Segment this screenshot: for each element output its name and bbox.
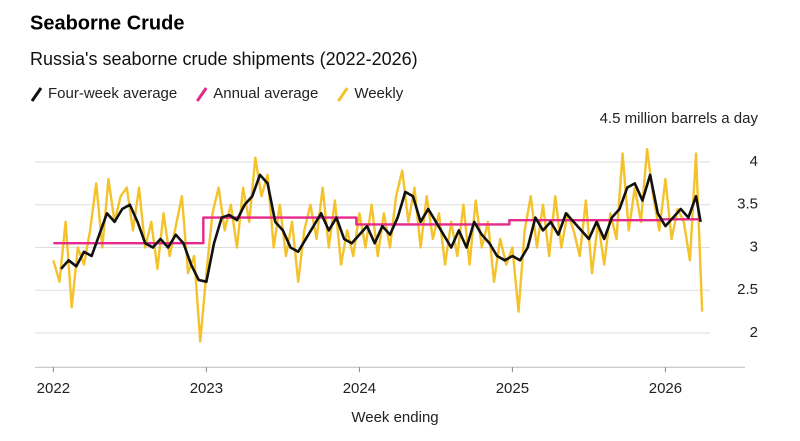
x-tick-label: 2022 (37, 380, 70, 397)
legend-label: Annual average (213, 85, 318, 102)
series-line (52, 147, 704, 343)
x-tick-label: 2026 (649, 380, 682, 397)
legend-label: Four-week average (48, 85, 177, 102)
legend-swatch (196, 87, 208, 102)
y-tick-label: 2 (750, 324, 758, 341)
series-line (60, 173, 702, 283)
x-tick-label: 2023 (190, 380, 223, 397)
y-tick-label: 4 (750, 153, 758, 170)
legend: Four-week average Annual average Weekly (30, 85, 404, 102)
y-tick-label: 4.5 million barrels a day (600, 110, 759, 127)
chart-title: Seaborne Crude (30, 12, 184, 34)
y-tick-label: 3.5 (737, 196, 758, 213)
x-axis-label: Week ending (351, 409, 438, 426)
legend-label: Weekly (354, 85, 403, 102)
y-tick-label: 2.5 (737, 281, 758, 298)
legend-swatch (30, 87, 43, 102)
x-tick-label: 2024 (343, 380, 376, 397)
chart-subtitle: Russia's seaborne crude shipments (2022-… (30, 49, 418, 69)
y-tick-label: 3 (750, 238, 758, 255)
x-tick-label: 2025 (496, 380, 529, 397)
legend-swatch (337, 87, 349, 102)
